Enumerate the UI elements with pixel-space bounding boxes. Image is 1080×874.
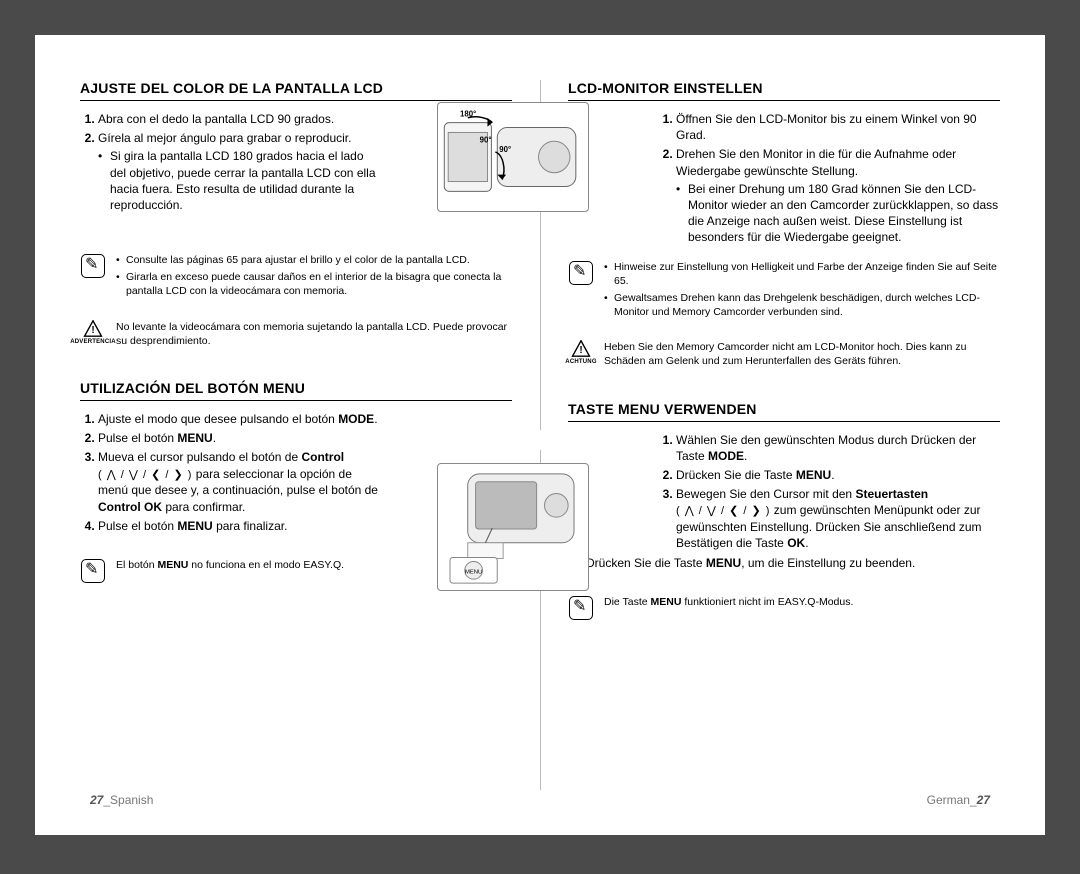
pencil-note-icon (568, 260, 594, 286)
right-s1-note-pencil: Hinweise zur Einstellung von Helligkeit … (568, 260, 1000, 323)
pencil-note-icon (568, 595, 594, 621)
figure-menu-button: MENU (437, 463, 589, 591)
figure-lcd-rotation: 180° 90° 90° (437, 102, 589, 212)
left-s1-step2: Gírela al mejor ángulo para grabar o rep… (98, 130, 382, 213)
pencil-note-icon (80, 558, 106, 584)
right-s2-step2: Drücken Sie die Taste MENU. (676, 467, 1000, 483)
svg-text:90°: 90° (499, 145, 511, 154)
left-s2-step3: Mueva el cursor pulsando el botón de Con… (98, 449, 382, 514)
right-s1-warning: ! ACHTUNG Heben Sie den Memory Camcorder… (568, 340, 1000, 368)
svg-text:90°: 90° (480, 135, 492, 144)
manual-page: AJUSTE DEL COLOR DE LA PANTALLA LCD Abra… (35, 35, 1045, 835)
right-s2-note: Die Taste MENU funktioniert nicht im EAS… (568, 595, 1000, 621)
svg-text:MENU: MENU (465, 569, 482, 575)
section1-title-left: AJUSTE DEL COLOR DE LA PANTALLA LCD (80, 80, 512, 101)
footer-right: German_27 (927, 793, 990, 807)
left-s1-step1: Abra con el dedo la pantalla LCD 90 grad… (98, 111, 382, 127)
right-s2-step4: Drücken Sie die Taste MENU, um die Einst… (586, 555, 1000, 571)
right-s2-step3: Bewegen Sie den Cursor mit den Steuertas… (676, 486, 1000, 551)
left-s2-step2: Pulse el botón MENU. (98, 430, 382, 446)
left-s1-warning: ! ADVERTENCIA No levante la videocámara … (80, 320, 512, 348)
left-s2-step1: Ajuste el modo que desee pulsando el bot… (98, 411, 382, 427)
left-s1-step2-bullet: Si gira la pantalla LCD 180 grados hacia… (98, 148, 382, 213)
left-s1-note-pencil: Consulte las páginas 65 para ajustar el … (80, 253, 512, 302)
right-s1-step2: Drehen Sie den Monitor in die für die Au… (676, 146, 1000, 245)
right-s2-step1: Wählen Sie den gewünschten Modus durch D… (676, 432, 1000, 464)
svg-text:180°: 180° (460, 110, 476, 119)
left-warn-text: No levante la videocámara con memoria su… (116, 320, 512, 348)
section2-body-right: Wählen Sie den gewünschten Modus durch D… (568, 432, 1000, 552)
right-column-german: LCD-MONITOR EINSTELLEN Öffnen Sie den LC… (540, 80, 1000, 805)
left-s1-note-body: Consulte las páginas 65 para ajustar el … (116, 253, 512, 302)
section2-title-right: TASTE MENU VERWENDEN (568, 401, 1000, 422)
section1-title-right: LCD-MONITOR EINSTELLEN (568, 80, 1000, 101)
footer-left: 27_Spanish (90, 793, 153, 807)
svg-text:!: ! (579, 345, 582, 356)
warning-icon: ! ADVERTENCIA (80, 320, 106, 346)
section2-title-left: UTILIZACIÓN DEL BOTÓN MENU (80, 380, 512, 401)
right-s2-step4-wrap: Drücken Sie die Taste MENU, um die Einst… (568, 555, 1000, 571)
left-s2-step4: Pulse el botón MENU para finalizar. (98, 518, 382, 534)
warning-icon: ! ACHTUNG (568, 340, 594, 366)
svg-text:!: ! (91, 325, 94, 336)
right-s1-step2-bullet: Bei einer Drehung um 180 Grad können Sie… (676, 181, 1000, 246)
right-s1-step1: Öffnen Sie den LCD-Monitor bis zu einem … (676, 111, 1000, 143)
section1-body-right: Öffnen Sie den LCD-Monitor bis zu einem … (568, 111, 1000, 246)
pencil-note-icon (80, 253, 106, 279)
